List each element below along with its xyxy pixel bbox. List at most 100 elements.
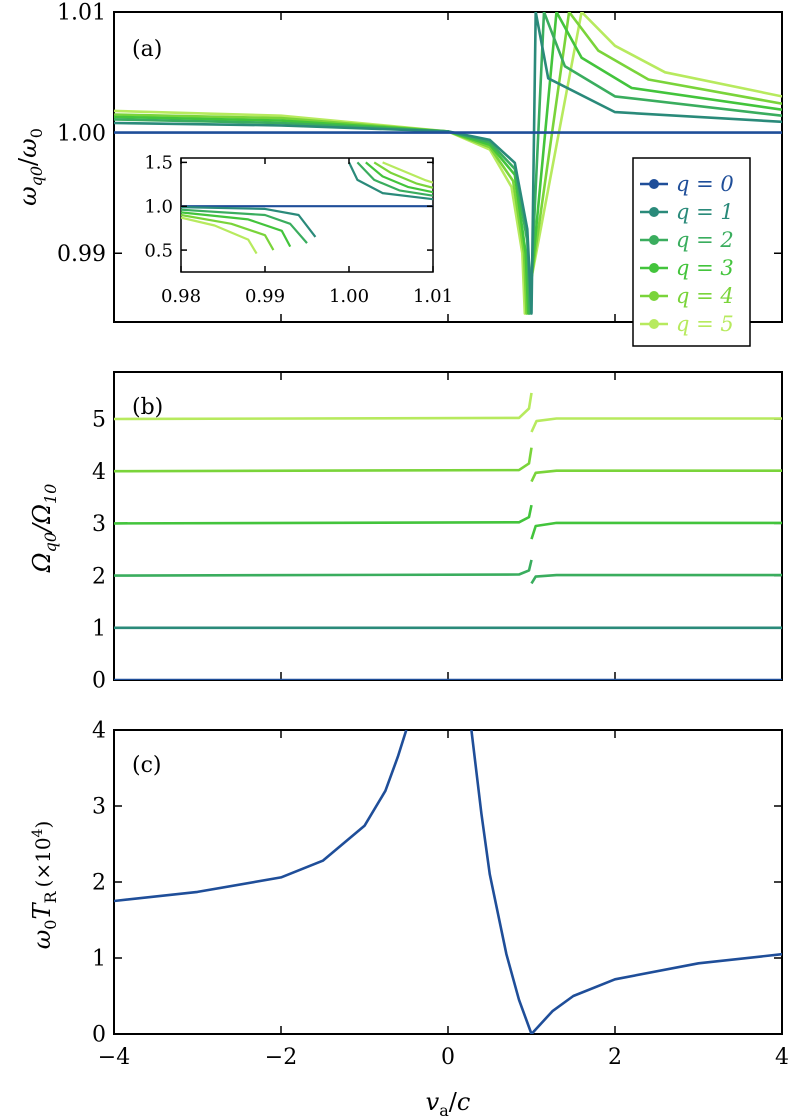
panel-a-inset: 0.98 0.99 1.00 1.01 0.5 1.0 1.5 [144,153,453,307]
y-tick-label: 1.0 [144,197,173,218]
inset-series [181,161,433,255]
legend-marker-q5 [649,319,659,329]
panel-a-y-ticks: 0.99 1.00 1.01 [57,1,782,267]
y-tick-label: 1 [92,947,106,972]
legend-label-q3: q = 3 [676,256,734,280]
inset-series-q4-line [181,213,275,251]
inset-y-ticks: 0.5 1.0 1.5 [144,153,433,261]
x-tick-label: 0.98 [161,286,201,307]
panel-a-legend: q = 0 q = 1 q = 2 q = 3 q = 4 q = 5 [632,157,751,347]
y-tick-label: 1.5 [144,153,173,174]
series-q1-line [114,12,782,315]
ylabel-b-sub-10: 10 [41,484,60,504]
series-branch-1-line [470,730,782,1034]
y-tick-label: 0.5 [144,240,173,261]
inset-series-q2-line [356,161,433,197]
panel-a-x-ticks [113,12,783,322]
x-tick-label: 4 [775,1045,788,1070]
y-tick-label: 1.01 [57,1,106,26]
inset-series-q1-line [181,206,317,238]
panel-b-ylabel: Ωq0/Ω10 [28,484,60,574]
xlabel-slash: / [449,1088,458,1116]
y-tick-label: 0.99 [57,242,106,267]
ylabel-c-exp: 4 [30,828,46,837]
ylabel-omega2: ω [14,138,42,158]
ylabel-c-sub-0: 0 [41,920,60,930]
panel-b: 0 1 2 3 4 5 (b) Ωq0/Ω10 [28,371,783,694]
panel-c-ylabel: ω0TR (×104) [28,821,60,950]
y-tick-label: 2 [92,871,106,896]
y-tick-label: 0 [92,669,106,694]
legend-label-q2: q = 2 [676,228,734,252]
panel-c-x-ticks: −4 −2 0 2 4 [98,730,788,1070]
legend-label-q4: q = 4 [676,284,734,308]
legend-frame [632,157,751,347]
y-tick-label: 3 [92,795,106,820]
ylabel-slash: / [14,157,42,166]
legend-marker-q4 [649,291,659,301]
series-q4-line [530,469,782,483]
x-tick-label: 1.00 [329,286,369,307]
x-tick-label: 1.01 [413,286,453,307]
panel-a-ylabel: ωq0/ω0 [14,128,46,206]
y-tick-label: 2 [92,564,106,589]
series-q5-line [530,417,782,433]
x-tick-label: 0 [441,1045,455,1070]
y-tick-label: 1.00 [57,121,106,146]
xlabel-c: c [457,1088,470,1116]
panel-b-y-ticks: 0 1 2 3 4 5 [92,408,782,694]
panel-c-frame [113,729,783,1035]
ylabel-sub-0: 0 [27,128,46,138]
legend-items: q = 0 q = 1 q = 2 q = 3 q = 4 q = 5 [640,172,734,336]
legend-label-q0: q = 0 [676,172,734,196]
y-tick-label: 3 [92,512,106,537]
legend-label-q1: q = 1 [676,200,734,224]
inset-series-q3-line [365,161,433,194]
panel-b-label: (b) [132,395,163,420]
panel-a: 0.991.001.01 (a) ωq0/ω0 0.98 0.99 1.00 1.01… [14,1,783,347]
inset-series-q3-line [181,211,292,248]
series-branch-0-line [114,730,408,903]
x-tick-label: −2 [265,1045,297,1070]
x-tick-label: 2 [608,1045,622,1070]
series-q5-line [114,392,533,421]
panel-b-x-ticks [113,372,783,680]
panel-b-series [114,392,782,680]
series-q3-line [530,521,782,540]
panel-a-series [114,12,782,315]
inset-series-q5-line [382,161,433,184]
legend-label-q5: q = 5 [676,312,734,336]
legend-marker-q3 [649,263,659,273]
ylabel-c-units: (×10 [31,837,55,887]
y-tick-label: 4 [92,719,106,744]
y-tick-label: 5 [92,408,106,433]
panel-c-series [114,730,782,1034]
inset-series-q5-line [181,216,258,255]
ylabel-c-omega: ω [28,930,56,950]
panel-c-label: (c) [132,753,162,778]
series-q2-line [530,573,782,585]
y-tick-label: 4 [92,460,106,485]
series-q4-line [114,447,533,473]
x-tick-label: 0.99 [245,286,285,307]
panel-a-label: (a) [132,37,162,62]
inset-series-q1-line [348,161,433,201]
ylabel-omega: ω [14,186,42,206]
legend-marker-q1 [649,207,659,217]
series-q2-line [114,559,533,577]
panel-c-xlabel: va/c [426,1088,471,1120]
ylabel-b-slash: /Ω [28,504,56,534]
inset-frame [180,157,434,273]
panel-c-y-ticks: 0 1 2 3 4 [92,719,782,1048]
legend-marker-q2 [649,235,659,245]
series-q3-line [114,504,533,525]
y-tick-label: 0 [92,1023,106,1048]
inset-series-q4-line [373,161,433,189]
legend-marker-q0 [649,179,659,189]
inset-x-ticks: 0.98 0.99 1.00 1.01 [161,158,453,307]
ylabel-b-sub-q0: q0 [41,532,60,552]
ylabel-c-sub-R: R [41,891,60,904]
ylabel-sub-q0: q0 [27,166,46,186]
ylabel-b-Omega: Ω [28,552,56,573]
